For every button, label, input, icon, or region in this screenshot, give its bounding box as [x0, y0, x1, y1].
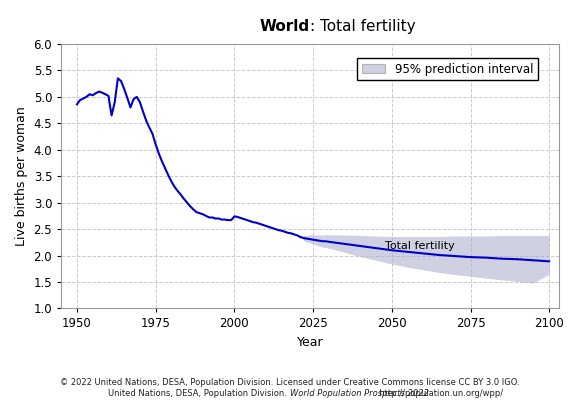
- Legend: 95% prediction interval: 95% prediction interval: [357, 58, 538, 80]
- Y-axis label: Live births per woman: Live births per woman: [15, 106, 28, 246]
- Text: World Population Prospects 2022: World Population Prospects 2022: [290, 389, 429, 398]
- Text: Total fertility: Total fertility: [386, 241, 455, 251]
- Text: © 2022 United Nations, DESA, Population Division. Licensed under Creative Common: © 2022 United Nations, DESA, Population …: [60, 378, 520, 387]
- Text: World: World: [260, 19, 310, 34]
- Text: . http://population.un.org/wpp/: . http://population.un.org/wpp/: [374, 389, 503, 398]
- Text: : Total fertility: : Total fertility: [310, 19, 415, 34]
- X-axis label: Year: Year: [296, 336, 323, 349]
- Text: United Nations, DESA, Population Division.: United Nations, DESA, Population Divisio…: [108, 389, 290, 398]
